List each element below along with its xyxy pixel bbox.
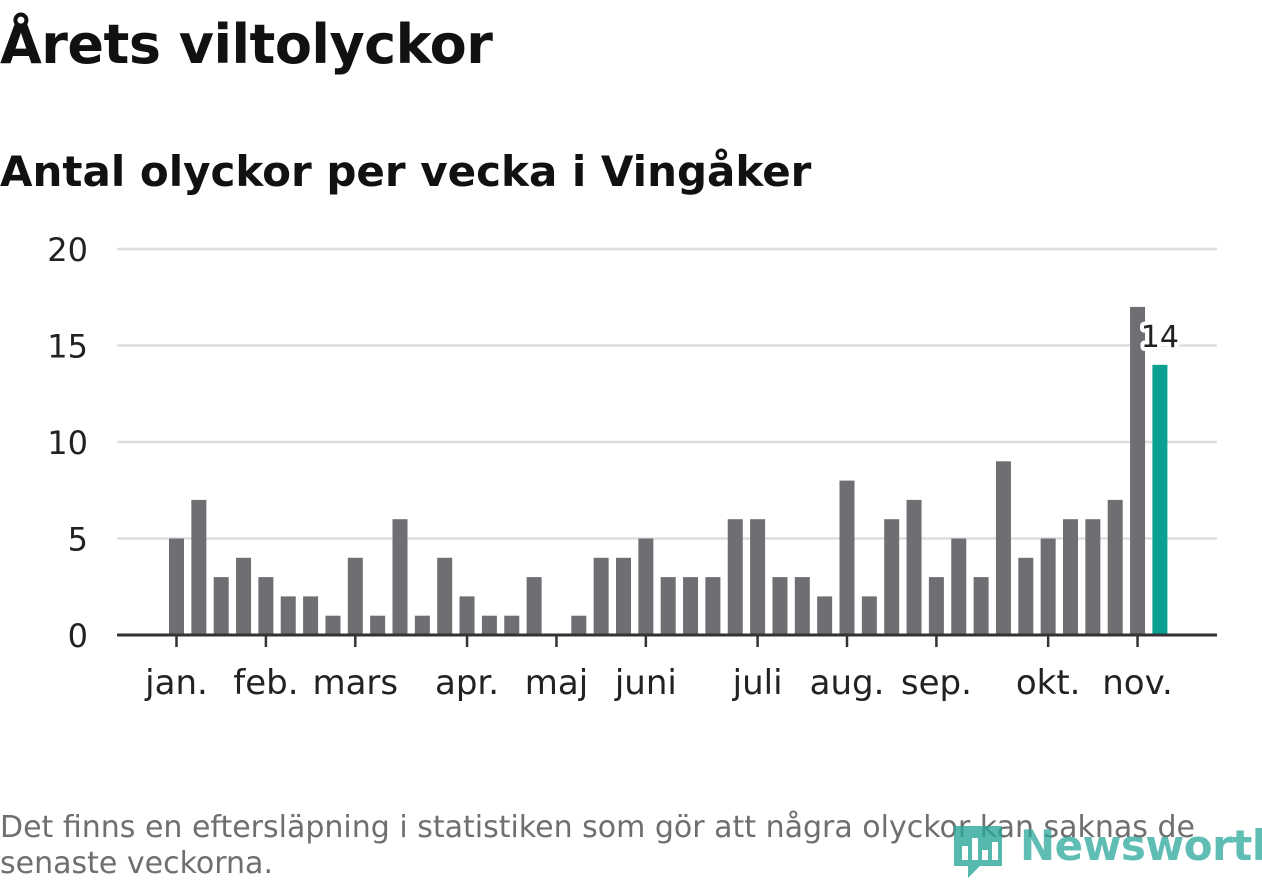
y-tick-label: 10 <box>47 424 88 462</box>
bar <box>303 596 319 635</box>
bar <box>638 538 654 635</box>
y-tick-label: 5 <box>68 521 88 559</box>
x-tick-label: sep. <box>901 663 972 703</box>
highlight-data-label: 14 <box>1141 320 1179 355</box>
bar <box>861 596 877 635</box>
chart-subtitle: Antal olyckor per vecka i Vingåker <box>0 147 812 196</box>
bar <box>459 596 475 635</box>
bar <box>839 480 855 635</box>
bar <box>481 615 497 635</box>
x-tick-label: juni <box>614 663 677 703</box>
bar <box>571 615 587 635</box>
bar <box>772 577 788 635</box>
x-tick-label: juli <box>732 663 783 703</box>
x-tick-label: feb. <box>233 663 298 703</box>
x-tick-label: nov. <box>1102 663 1173 703</box>
bar <box>1107 499 1123 635</box>
highlight-bar <box>1152 364 1168 635</box>
bar <box>236 557 252 635</box>
bar <box>794 577 810 635</box>
bar <box>280 596 296 635</box>
bar <box>906 499 922 635</box>
bar <box>683 577 699 635</box>
bar <box>347 557 363 635</box>
bar <box>191 499 207 635</box>
bar <box>660 577 676 635</box>
bar <box>884 519 900 635</box>
bar <box>169 538 184 635</box>
bar <box>951 538 967 635</box>
bar <box>995 461 1011 635</box>
bar <box>258 577 274 635</box>
bar <box>616 557 631 635</box>
bar <box>705 577 721 635</box>
x-tick-label: mars <box>312 663 398 703</box>
bar <box>817 596 833 635</box>
bar <box>213 577 229 635</box>
x-tick-label: aug. <box>810 663 885 703</box>
y-tick-label: 20 <box>47 231 88 269</box>
y-tick-label: 15 <box>47 328 88 366</box>
bar <box>325 615 341 635</box>
y-tick-label: 0 <box>68 617 88 655</box>
bar <box>1085 519 1101 635</box>
bar <box>526 577 542 635</box>
bar <box>928 577 944 635</box>
bar <box>593 557 609 635</box>
x-tick-label: okt. <box>1016 663 1081 703</box>
bar <box>414 615 430 635</box>
x-tick-label: jan. <box>144 663 208 703</box>
highlight-label-halo: 14 <box>1141 320 1179 355</box>
bar <box>1040 538 1056 635</box>
bar <box>370 615 386 635</box>
bar <box>750 519 766 635</box>
chart-title: Årets viltolyckor <box>0 13 493 76</box>
bar <box>437 557 453 635</box>
x-tick-label: apr. <box>435 663 499 703</box>
x-tick-label: maj <box>525 663 588 703</box>
bar-chart: 0 5 10 15 20 jan. feb. mars apr. maj juni juli aug. s… <box>47 231 1217 703</box>
newsworthy-logo-icon <box>954 826 1002 878</box>
bar <box>973 577 989 635</box>
bar <box>1018 557 1034 635</box>
bar <box>727 519 743 635</box>
bar <box>1063 519 1078 635</box>
newsworthy-brand: Newsworthy <box>950 818 1262 878</box>
bar <box>504 615 520 635</box>
brand-name: Newsworthy <box>1020 821 1262 870</box>
bar <box>1130 306 1146 635</box>
bar <box>392 519 408 635</box>
